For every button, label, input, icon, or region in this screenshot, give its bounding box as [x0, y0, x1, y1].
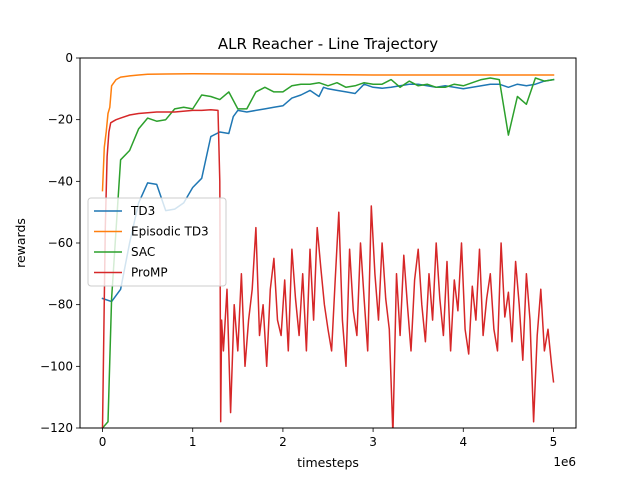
x-tick-label: 1: [189, 435, 197, 449]
legend-label-td3: TD3: [130, 204, 155, 218]
x-tick-label: 2: [279, 435, 287, 449]
x-tick-label: 4: [459, 435, 467, 449]
series-line-episodic-td3: [101, 72, 555, 192]
legend-box: [87, 197, 227, 287]
y-axis-label: rewards: [13, 218, 28, 268]
x-axis-label: timesteps: [297, 455, 359, 470]
chart-title: ALR Reacher - Line Trajectory: [218, 35, 438, 53]
y-tick-label: −100: [40, 359, 73, 373]
y-tick-label: −40: [48, 174, 73, 188]
y-axis-ticks: −120 −100 −80 −60 −40 −20 0: [40, 51, 80, 435]
x-tick-label: 0: [99, 435, 107, 449]
x-tick-label: 3: [369, 435, 377, 449]
legend-label-episodic-td3: Episodic TD3: [131, 225, 209, 239]
x-tick-label: 5: [550, 435, 558, 449]
y-tick-label: −120: [40, 421, 73, 435]
y-tick-label: −80: [48, 298, 73, 312]
series-line-sac: [101, 77, 555, 428]
x-axis-offset-text: 1e6: [553, 455, 576, 469]
y-tick-label: −20: [48, 113, 73, 127]
series-line-promp: [101, 109, 555, 428]
legend-label-sac: SAC: [131, 245, 155, 259]
legend: TD3 Episodic TD3 SAC ProMP: [87, 197, 227, 287]
x-axis-ticks: 0 1 2 3 4 5: [99, 428, 558, 449]
y-tick-label: 0: [65, 51, 73, 65]
y-tick-label: −60: [48, 236, 73, 250]
legend-label-promp: ProMP: [131, 266, 168, 280]
